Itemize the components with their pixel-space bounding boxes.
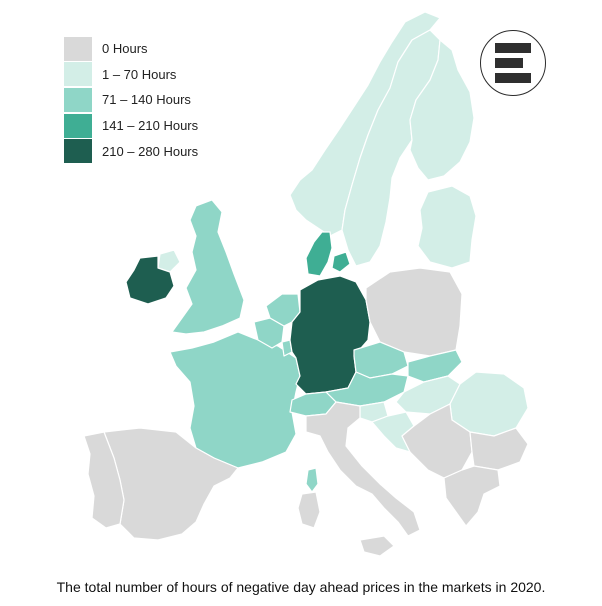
region-italy [305,401,421,537]
legend-item: 71 – 140 Hours [64,87,198,113]
region-great-britain [171,199,245,335]
region-denmark-islands [331,251,351,273]
region-denmark [305,231,333,277]
logo-bar-bottom [495,73,531,83]
legend-item: 1 – 70 Hours [64,62,198,88]
region-portugal [83,431,125,529]
region-finland [409,39,475,181]
map-caption: The total number of hours of negative da… [56,579,546,595]
region-bulgaria [469,427,529,471]
logo-bar-top [495,43,531,53]
legend-label: 1 – 70 Hours [102,66,177,82]
legend-item: 210 – 280 Hours [64,138,198,164]
legend-swatch [64,87,92,112]
legend-item: 0 Hours [64,36,198,62]
legend-swatch [64,139,92,164]
legend-swatch [64,62,92,87]
region-ireland [125,255,175,305]
region-greece [443,465,501,527]
region-balkans [401,403,473,479]
legend-swatch [64,113,92,138]
europe-map [83,11,529,557]
logo-bar-middle [495,58,523,68]
region-sardinia [297,491,321,529]
legend-swatch [64,36,92,61]
stacked-bars-logo-icon [480,30,546,96]
map-legend: 0 Hours 1 – 70 Hours 71 – 140 Hours 141 … [64,36,198,164]
legend-label: 141 – 210 Hours [102,118,199,134]
region-sicily [359,535,395,557]
legend-label: 71 – 140 Hours [102,92,191,108]
region-baltics [417,185,477,269]
legend-label: 210 – 280 Hours [102,143,199,159]
region-corsica [305,467,319,493]
legend-item: 141 – 210 Hours [64,113,198,139]
region-slovakia [407,349,463,383]
legend-label: 0 Hours [102,41,148,57]
